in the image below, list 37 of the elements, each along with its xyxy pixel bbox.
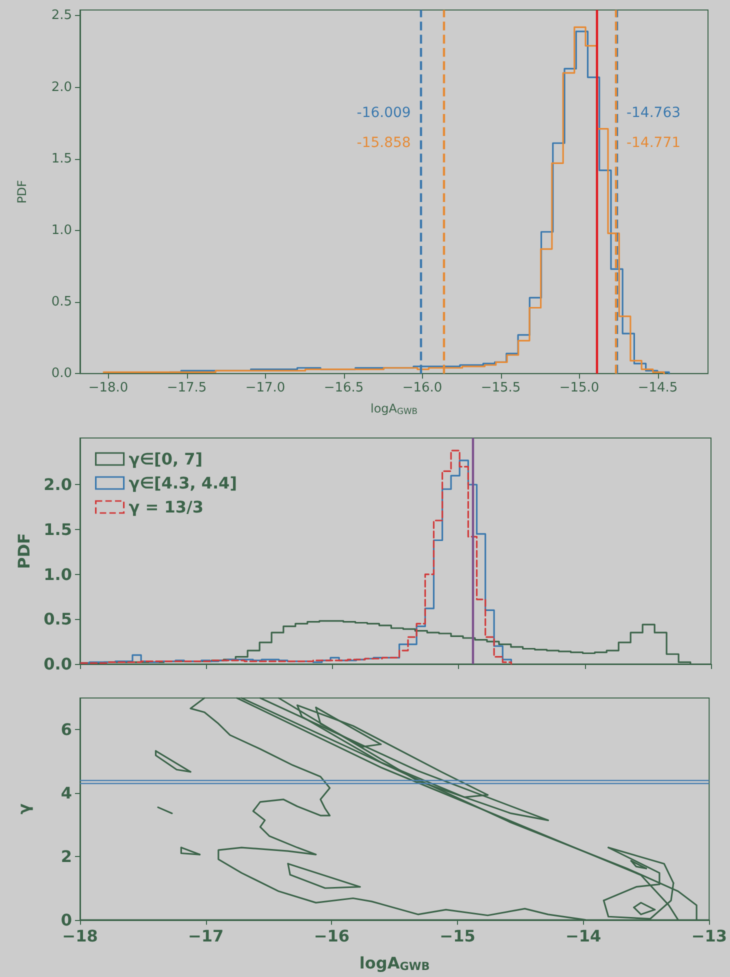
y-tick-label: 6 — [60, 720, 72, 740]
y-axis-title: PDF — [14, 533, 34, 569]
ref-line-label: -14.763 — [626, 104, 681, 121]
x-tick-label: −15.0 — [559, 380, 600, 396]
y-axis-title: γ — [14, 803, 34, 814]
y-tick-label: 1.0 — [44, 564, 72, 584]
y-tick-label: 2.0 — [51, 80, 72, 95]
y-tick-label: 2 — [60, 846, 72, 866]
x-tick-label: −17.5 — [166, 380, 207, 396]
y-tick-label: 1.5 — [44, 520, 72, 539]
x-tick-label: −13 — [691, 926, 727, 946]
y-tick-label: 1.5 — [51, 151, 72, 166]
x-tick-label: −16.0 — [402, 380, 442, 396]
x-tick-label: −17.0 — [245, 380, 286, 396]
ref-line-label: -15.858 — [356, 134, 411, 151]
y-tick-label: 4 — [60, 784, 72, 803]
legend-label: γ = 13/3 — [128, 498, 204, 516]
y-tick-label: 1.0 — [51, 222, 72, 238]
y-tick-label: 2.0 — [44, 475, 72, 494]
y-tick-label: 2.5 — [51, 8, 72, 24]
legend-label: γ∈[4.3, 4.4] — [128, 474, 238, 492]
y-tick-label: 0.5 — [51, 294, 72, 310]
y-tick-label: 0.0 — [51, 366, 72, 382]
x-tick-label: −15 — [440, 926, 476, 946]
x-tick-label: −15.5 — [480, 380, 521, 396]
x-tick-label: −17 — [188, 926, 224, 946]
ref-line-label: -16.009 — [356, 104, 411, 121]
legend-label: γ∈[0, 7] — [128, 450, 203, 468]
y-tick-label: 0.5 — [44, 610, 72, 629]
x-tick-label: −18.0 — [88, 380, 128, 396]
ref-line-label: -14.771 — [626, 134, 681, 151]
x-tick-label: −14.5 — [638, 380, 678, 396]
x-tick-label: −16.5 — [324, 380, 364, 396]
x-tick-label: −14 — [565, 926, 602, 946]
y-axis-title: PDF — [15, 180, 29, 204]
y-tick-label: 0.0 — [44, 654, 72, 674]
x-tick-label: −16 — [314, 926, 350, 946]
